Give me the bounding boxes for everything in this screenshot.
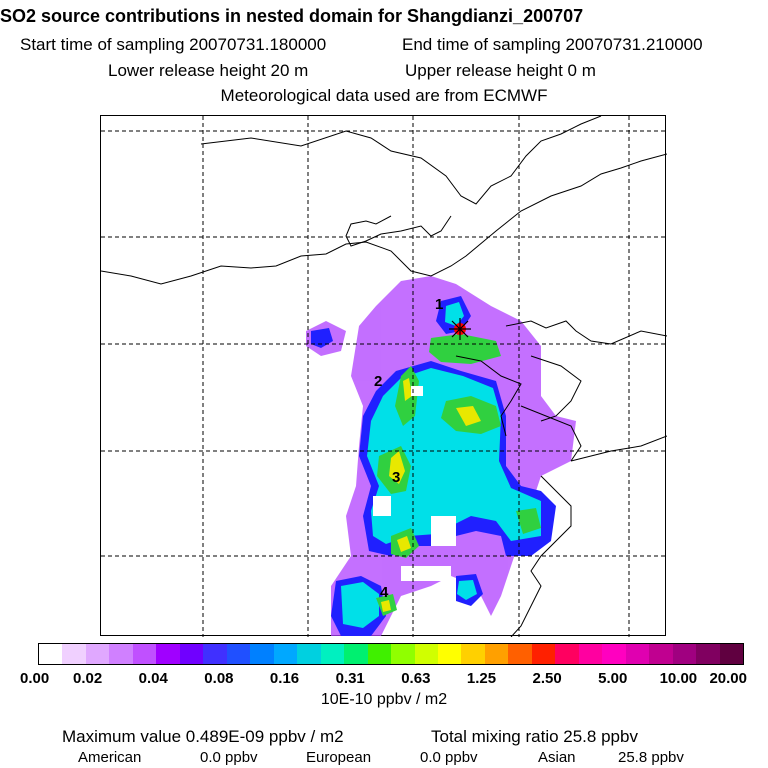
- colorbar-swatch: [132, 644, 157, 664]
- colorbar: [38, 643, 744, 665]
- colorbar-swatch: [414, 644, 438, 664]
- colorbar-tick-label: 10.00: [659, 670, 698, 687]
- colorbar-swatch: [602, 644, 626, 664]
- european-value: 0.0 ppbv: [420, 749, 478, 766]
- colorbar-swatch: [203, 644, 227, 664]
- asian-label: Asian: [538, 749, 576, 766]
- colorbar-swatch: [156, 644, 180, 664]
- upper-release-text: Upper release height 0 m: [405, 61, 596, 80]
- colorbar-swatch: [62, 644, 86, 664]
- colorbar-swatch: [391, 644, 415, 664]
- colorbar-swatch: [696, 644, 720, 664]
- colorbar-unit: 10E-10 ppbv / m2: [320, 691, 448, 708]
- map-marker-1: 1: [435, 296, 443, 313]
- colorbar-tick-label: 0.63: [401, 670, 431, 687]
- start-time-text: Start time of sampling 20070731.180000: [20, 35, 327, 54]
- american-label: American: [78, 749, 142, 766]
- colorbar-swatch: [531, 644, 556, 664]
- map-marker-4: 4: [380, 584, 389, 601]
- colorbar-tick-label: 0.00: [20, 670, 50, 687]
- total-mixing-text: Total mixing ratio 25.8 ppbv: [431, 727, 638, 746]
- end-time-text: End time of sampling 20070731.210000: [402, 35, 703, 54]
- colorbar-swatch: [39, 644, 63, 664]
- coastline-borders: [101, 116, 667, 637]
- colorbar-swatch: [273, 644, 298, 664]
- colorbar-swatch: [250, 644, 274, 664]
- lower-release-text: Lower release height 20 m: [108, 61, 309, 80]
- american-value: 0.0 ppbv: [200, 749, 258, 766]
- colorbar-swatch: [461, 644, 485, 664]
- colorbar-swatch: [179, 644, 204, 664]
- met-data-text: Meteorological data used are from ECMWF: [220, 86, 548, 105]
- colorbar-swatch: [649, 644, 673, 664]
- colorbar-tick-label: 0.08: [204, 670, 234, 687]
- colorbar-tick-label: 0.31: [335, 670, 365, 687]
- colorbar-swatch: [625, 644, 650, 664]
- colorbar-swatch: [437, 644, 462, 664]
- colorbar-swatch: [226, 644, 251, 664]
- map-marker-2: 2: [374, 373, 382, 390]
- page-title: SO2 source contributions in nested domai…: [0, 6, 584, 26]
- colorbar-swatch: [578, 644, 603, 664]
- colorbar-swatch: [85, 644, 110, 664]
- colorbar-swatch: [672, 644, 697, 664]
- colorbar-tick-label: 0.02: [73, 670, 103, 687]
- colorbar-tick-label: 1.25: [466, 670, 497, 687]
- colorbar-swatch: [555, 644, 579, 664]
- colorbar-swatch: [367, 644, 392, 664]
- plume-yellow-layer: [381, 378, 481, 612]
- plume-white-holes: [373, 386, 456, 581]
- colorbar-tick-label: 2.50: [532, 670, 562, 687]
- asian-value: 25.8 ppbv: [618, 749, 684, 766]
- colorbar-swatch: [344, 644, 368, 664]
- colorbar-tick-label: 5.00: [598, 670, 628, 687]
- colorbar-swatch: [484, 644, 509, 664]
- max-value-text: Maximum value 0.489E-09 ppbv / m2: [62, 727, 344, 746]
- european-label: European: [306, 749, 372, 766]
- map-canvas: 1 2 3 4: [101, 116, 667, 637]
- colorbar-tick-label: 0.16: [269, 670, 300, 687]
- colorbar-swatch: [719, 644, 744, 664]
- map-panel: 1 2 3 4: [100, 115, 667, 637]
- station-star-icon: [449, 318, 471, 340]
- lat-lon-grid: [101, 116, 667, 637]
- colorbar-swatch: [320, 644, 345, 664]
- colorbar-swatch: [297, 644, 321, 664]
- map-marker-3: 3: [392, 469, 400, 486]
- colorbar-tick-label: 20.00: [709, 670, 748, 687]
- colorbar-tick-label: 0.04: [138, 670, 168, 687]
- colorbar-swatch: [508, 644, 532, 664]
- colorbar-swatch: [109, 644, 133, 664]
